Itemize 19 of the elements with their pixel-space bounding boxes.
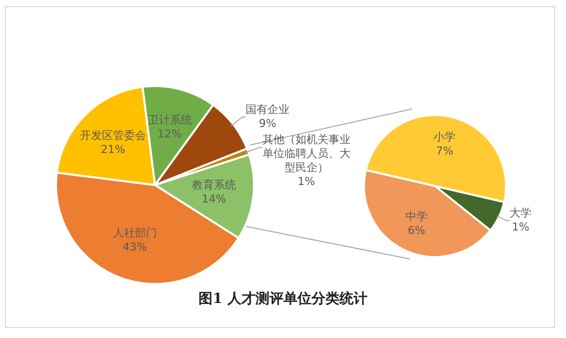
- data-label: 14%: [202, 192, 226, 206]
- data-label: 1%: [512, 220, 530, 234]
- data-label: 9%: [258, 116, 276, 130]
- data-label: 21%: [100, 142, 126, 156]
- slice-label: 人社部门: [112, 226, 157, 240]
- slice-label: 其他（如机关事业单位临聘人员、大型民企）: [262, 132, 350, 174]
- slice-label: 卫计系统: [148, 113, 192, 126]
- slice-label: 小学: [434, 130, 456, 144]
- text: 图1 人才测评单位分类统计: [198, 290, 368, 308]
- data-label: 43%: [122, 240, 148, 254]
- slice-label: 大学: [510, 206, 532, 220]
- slice-label: 教育系统: [192, 178, 236, 192]
- data-label: 6%: [408, 224, 426, 238]
- data-label: 1%: [298, 174, 316, 188]
- data-label: 7%: [436, 144, 454, 158]
- slice-label: 国有企业: [246, 102, 290, 116]
- data-label: 12%: [158, 127, 182, 140]
- slice-label: 中学: [405, 210, 428, 224]
- slice-label: 开发区管委会: [80, 128, 146, 142]
